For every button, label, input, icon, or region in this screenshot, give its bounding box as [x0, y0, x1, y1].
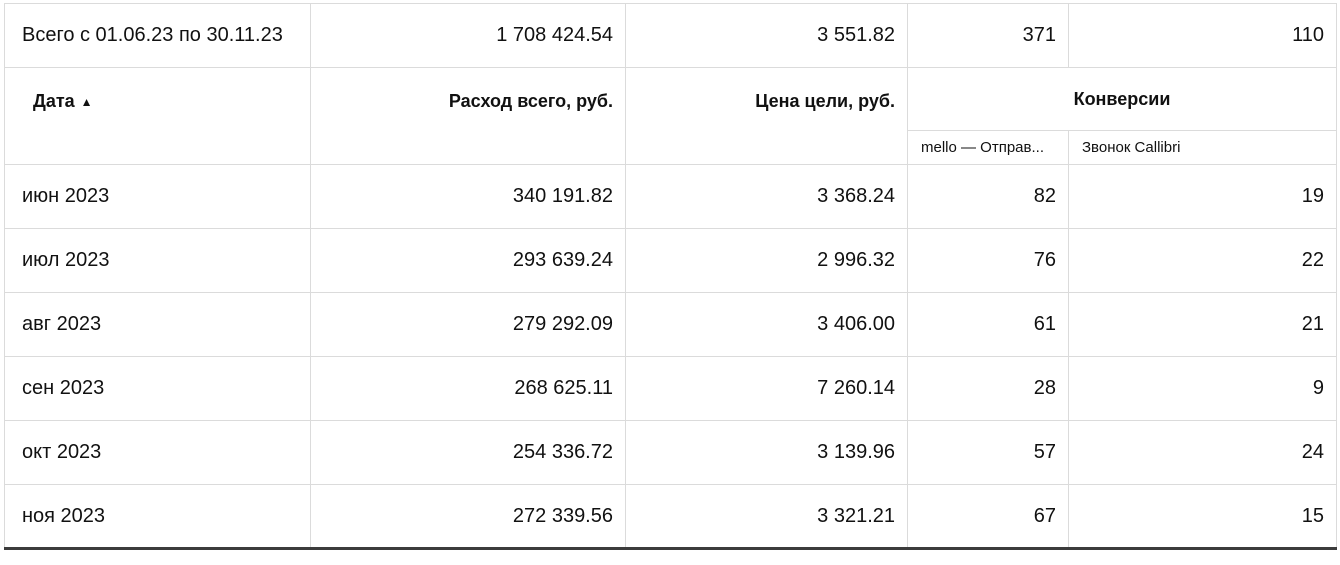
row-date: июн 2023 — [4, 164, 311, 229]
row-cost: 293 639.24 — [310, 228, 626, 293]
totals-conversions-mello: 371 — [907, 3, 1069, 68]
column-header-date-label: Дата — [33, 91, 75, 111]
totals-row: Всего с 01.06.23 по 30.11.23 1 708 424.5… — [4, 3, 1337, 68]
row-conv-callibri: 19 — [1068, 164, 1337, 229]
table-row: ноя 2023 272 339.56 3 321.21 67 15 — [4, 484, 1337, 549]
row-conv-mello: 67 — [907, 484, 1069, 549]
column-header-conversions: Конверсии — [907, 67, 1337, 131]
totals-cost: 1 708 424.54 — [310, 3, 626, 68]
row-conv-mello: 61 — [907, 292, 1069, 357]
sort-ascending-icon: ▲ — [80, 95, 93, 109]
totals-conversions-callibri: 110 — [1068, 3, 1337, 68]
row-conv-callibri: 24 — [1068, 420, 1337, 485]
row-conv-mello: 82 — [907, 164, 1069, 229]
table-row: июл 2023 293 639.24 2 996.32 76 22 — [4, 228, 1337, 293]
row-conv-callibri: 22 — [1068, 228, 1337, 293]
column-header-row: Дата ▲ Расход всего, руб. Цена цели, руб.… — [4, 67, 1337, 165]
table-row: авг 2023 279 292.09 3 406.00 61 21 — [4, 292, 1337, 357]
row-goal-price: 7 260.14 — [625, 356, 908, 421]
row-goal-price: 3 368.24 — [625, 164, 908, 229]
column-header-conversion-mello[interactable]: mello — Отправ... — [907, 130, 1069, 165]
row-conv-mello: 57 — [907, 420, 1069, 485]
row-conv-callibri: 15 — [1068, 484, 1337, 549]
row-goal-price: 2 996.32 — [625, 228, 908, 293]
row-date: сен 2023 — [4, 356, 311, 421]
row-date: авг 2023 — [4, 292, 311, 357]
row-date: июл 2023 — [4, 228, 311, 293]
table-row: окт 2023 254 336.72 3 139.96 57 24 — [4, 420, 1337, 485]
conversion-subheader-row: mello — Отправ... Звонок Callibri — [5, 130, 1337, 165]
row-date: ноя 2023 — [4, 484, 311, 549]
totals-period-label: Всего с 01.06.23 по 30.11.23 — [4, 3, 311, 68]
row-goal-price: 3 406.00 — [625, 292, 908, 357]
totals-goal-price: 3 551.82 — [625, 3, 908, 68]
row-conv-mello: 76 — [907, 228, 1069, 293]
row-goal-price: 3 139.96 — [625, 420, 908, 485]
column-header-date[interactable]: Дата ▲ — [4, 67, 311, 165]
row-cost: 268 625.11 — [310, 356, 626, 421]
statistics-table: Всего с 01.06.23 по 30.11.23 1 708 424.5… — [4, 3, 1337, 550]
row-cost: 272 339.56 — [310, 484, 626, 549]
row-conv-callibri: 9 — [1068, 356, 1337, 421]
row-goal-price: 3 321.21 — [625, 484, 908, 549]
row-date: окт 2023 — [4, 420, 311, 485]
table-row: сен 2023 268 625.11 7 260.14 28 9 — [4, 356, 1337, 421]
row-conv-callibri: 21 — [1068, 292, 1337, 357]
column-header-cost[interactable]: Расход всего, руб. — [310, 67, 626, 165]
row-conv-mello: 28 — [907, 356, 1069, 421]
row-cost: 340 191.82 — [310, 164, 626, 229]
table-row: июн 2023 340 191.82 3 368.24 82 19 — [4, 164, 1337, 229]
row-cost: 254 336.72 — [310, 420, 626, 485]
row-cost: 279 292.09 — [310, 292, 626, 357]
column-header-goal-price[interactable]: Цена цели, руб. — [625, 67, 908, 165]
column-header-conversion-callibri[interactable]: Звонок Callibri — [1068, 130, 1337, 165]
